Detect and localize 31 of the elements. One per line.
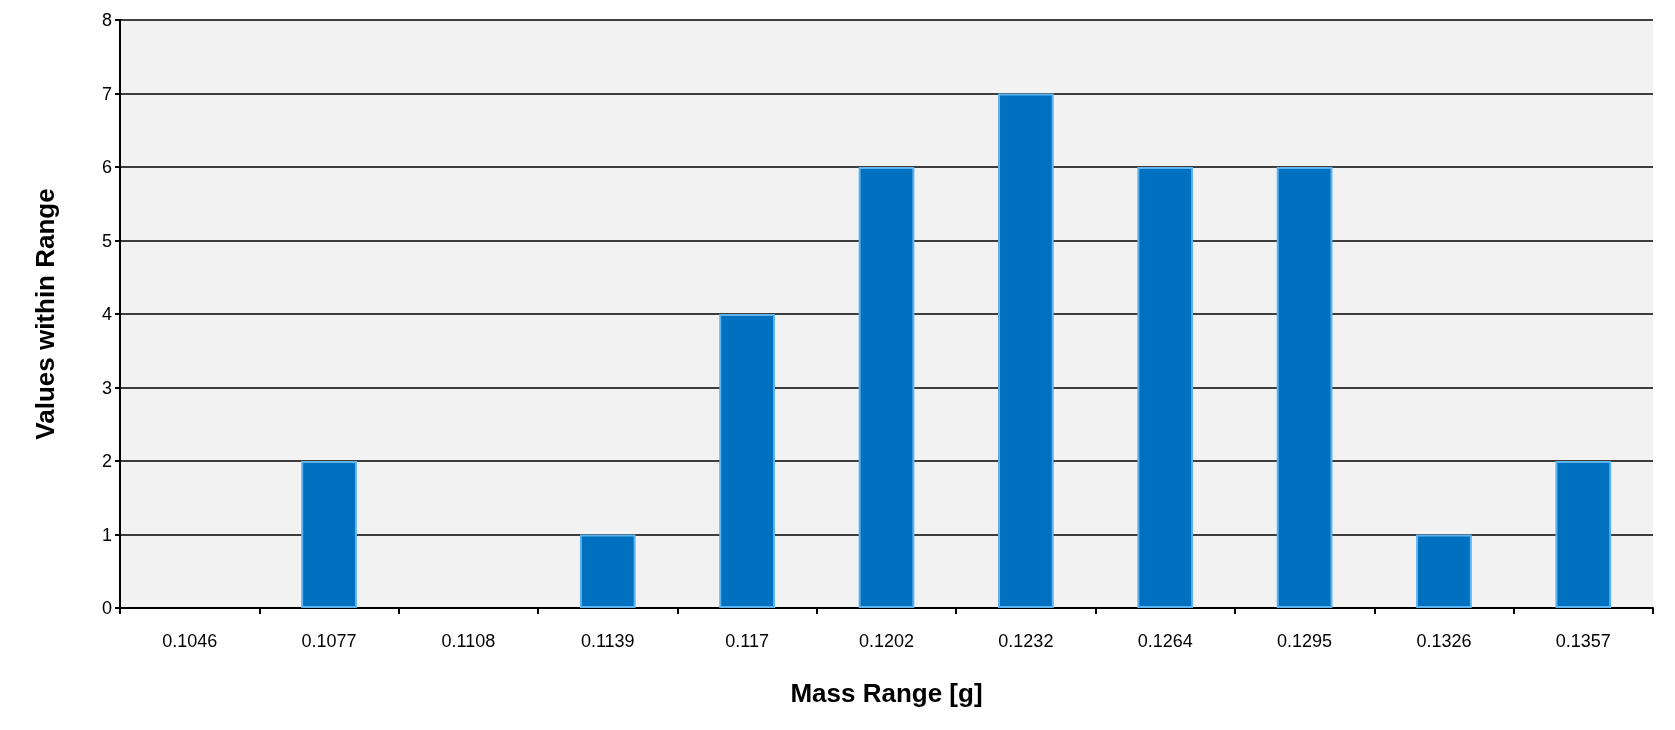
- bar: [301, 461, 357, 608]
- x-tick-label: 0.1264: [1137, 631, 1193, 651]
- bar: [1416, 534, 1472, 608]
- y-tick-label: 6: [101, 157, 112, 177]
- y-tick-label: 0: [101, 598, 112, 618]
- x-tick-label: 0.1326: [1416, 631, 1472, 651]
- bar: [719, 314, 776, 608]
- x-tick-label: 0.1139: [580, 631, 635, 651]
- y-tick-label: 2: [101, 451, 112, 471]
- y-tick-label: 3: [101, 377, 112, 398]
- bar: [579, 534, 636, 608]
- bar: [1555, 461, 1612, 608]
- x-tick-label: 0.1295: [1277, 631, 1333, 651]
- bar: [1137, 167, 1194, 608]
- y-tick-label: 8: [101, 10, 112, 30]
- x-axis-title: Mass Range [g]: [790, 678, 983, 708]
- x-tick-label: 0.1077: [301, 631, 357, 651]
- y-tick-label: 5: [101, 230, 112, 251]
- y-tick-label: 4: [101, 304, 112, 324]
- bar: [858, 167, 915, 608]
- bar: [997, 93, 1054, 608]
- x-tick-label: 0.1202: [858, 631, 915, 651]
- x-tick-label: 0.1108: [441, 631, 496, 651]
- y-tick-label: 1: [101, 524, 112, 545]
- y-axis-title: Values within Range: [30, 188, 60, 440]
- bar: [1276, 167, 1333, 608]
- x-tick-label: 0.1232: [998, 631, 1054, 651]
- x-tick-label: 0.1046: [162, 631, 218, 651]
- x-tick-label: 0.117: [725, 631, 769, 651]
- x-tick-label: 0.1357: [1555, 631, 1611, 651]
- y-tick-label: 7: [101, 83, 112, 104]
